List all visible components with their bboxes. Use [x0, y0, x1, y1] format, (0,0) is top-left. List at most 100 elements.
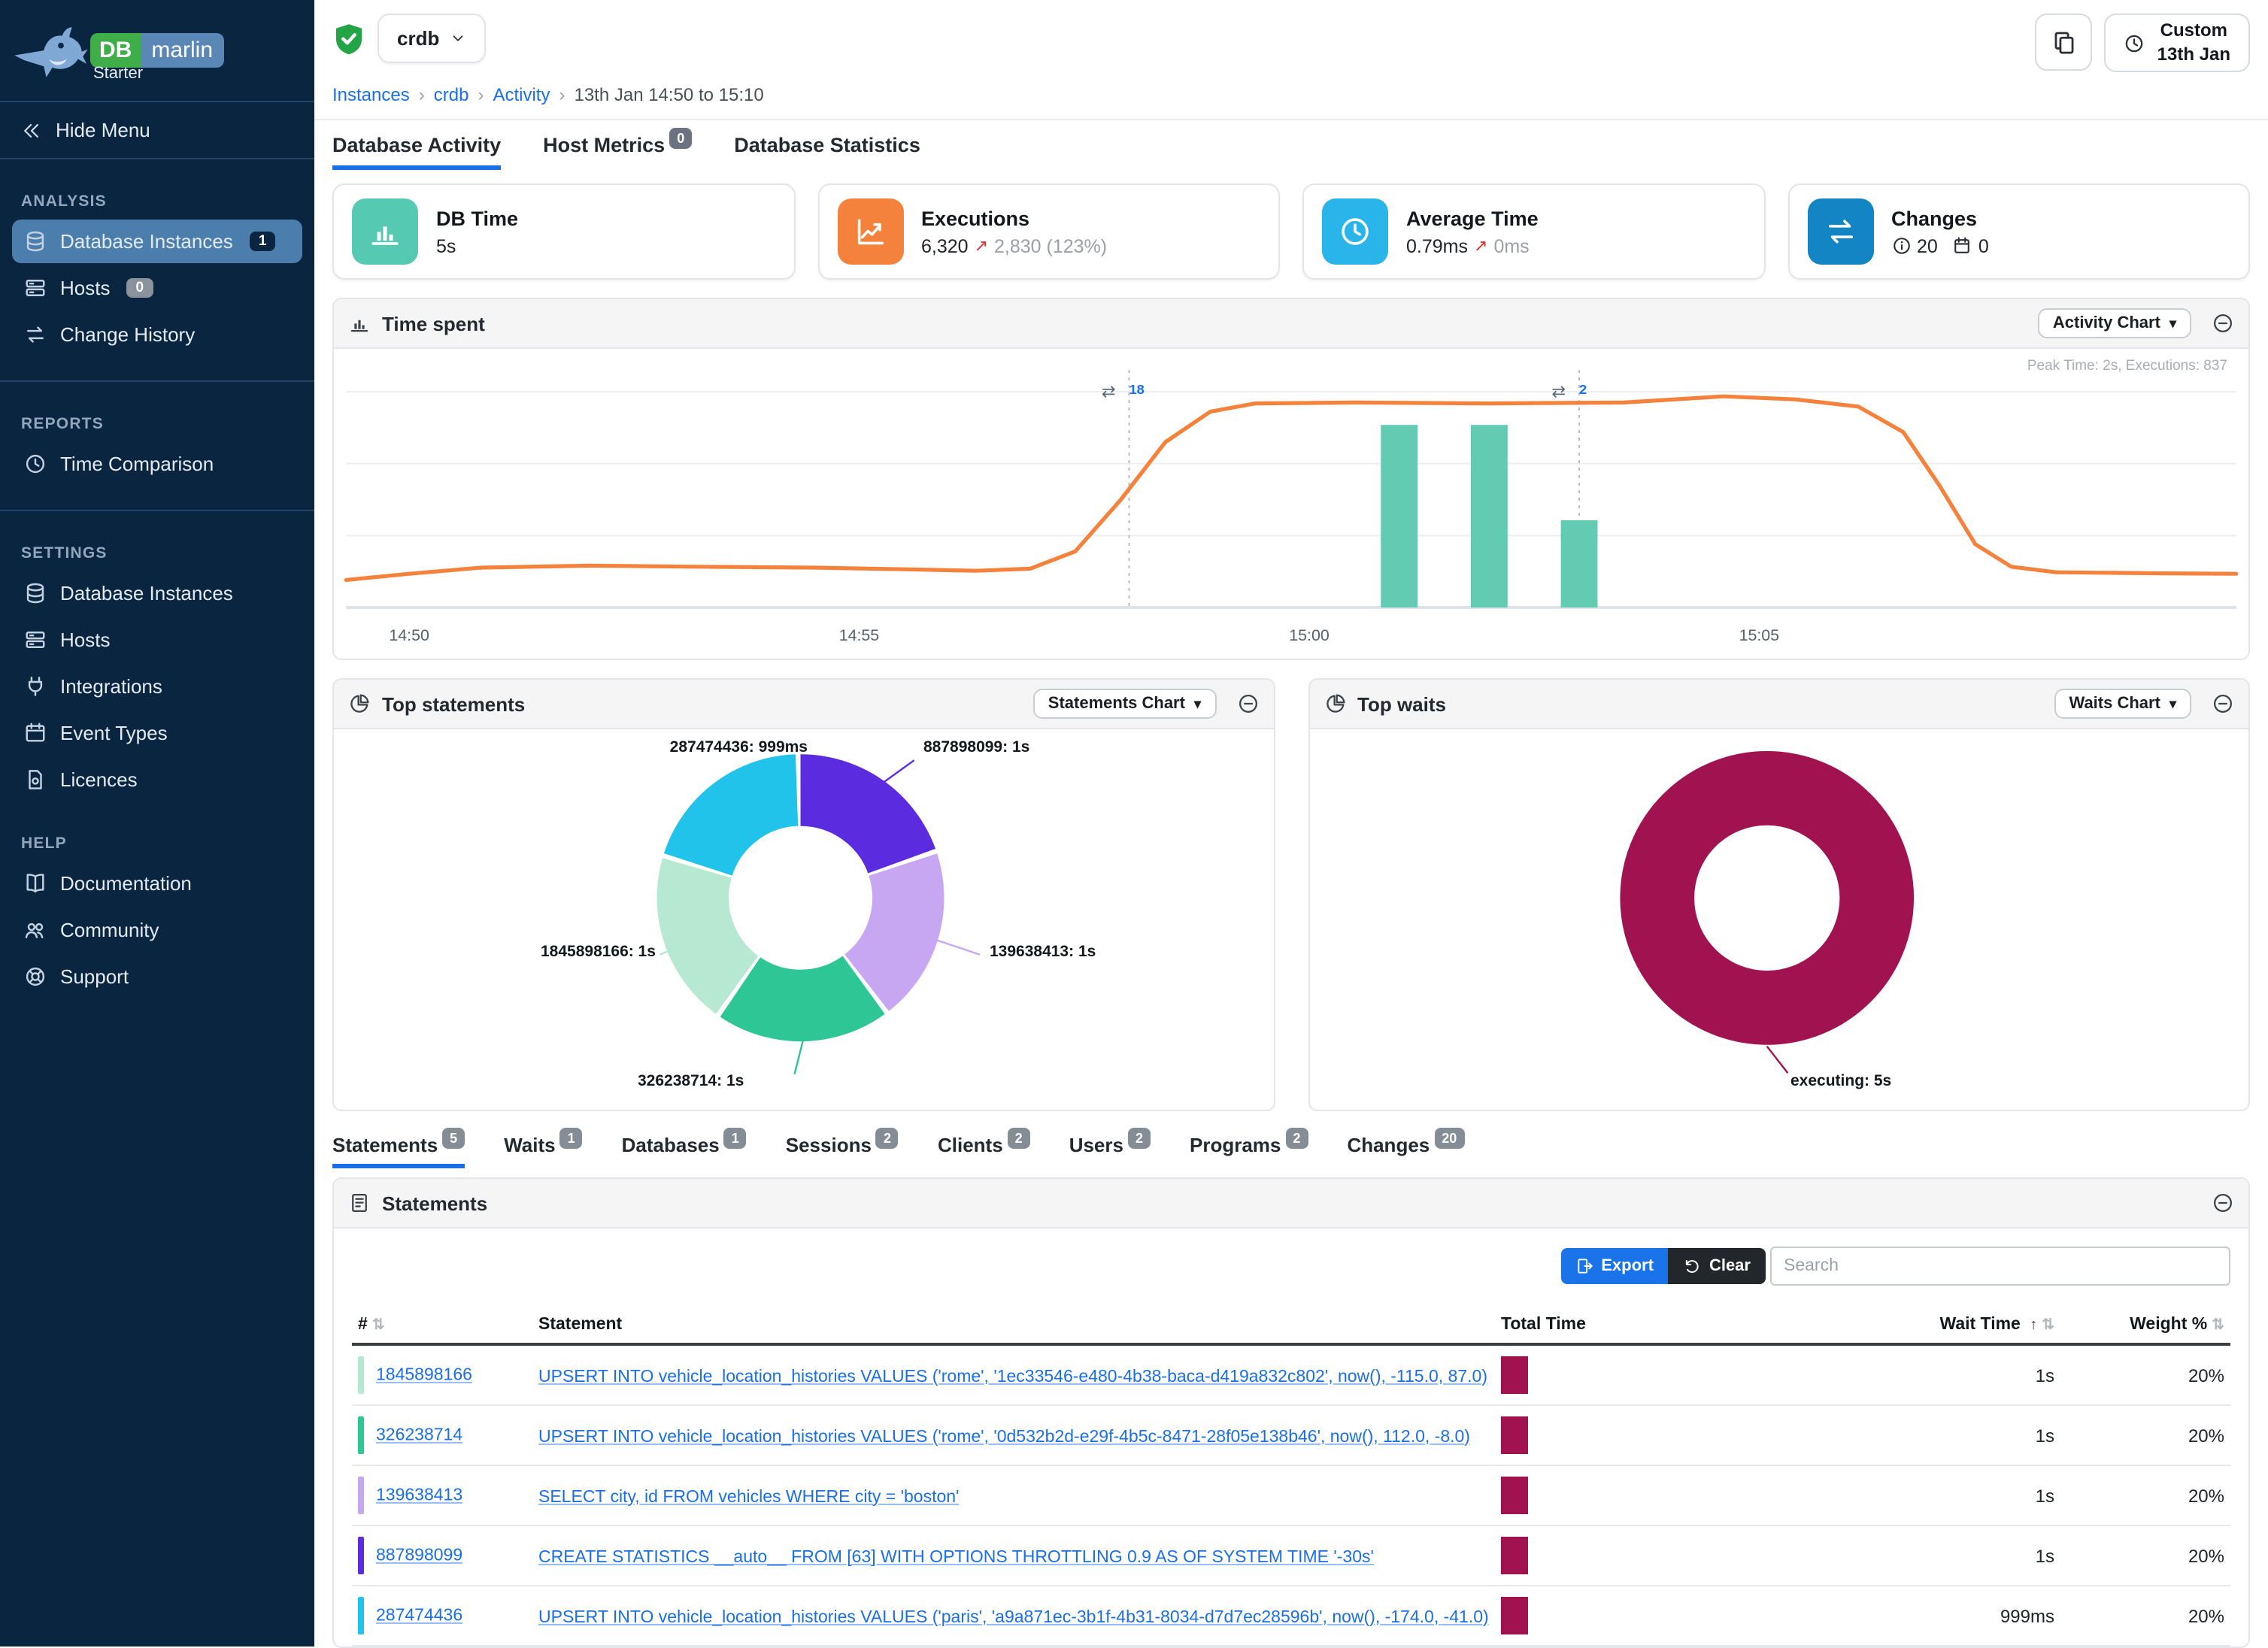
sidebar-item-event-types[interactable]: Event Types	[12, 711, 302, 755]
sidebar-item-hosts[interactable]: Hosts 0	[12, 266, 302, 310]
licence-icon	[24, 768, 47, 791]
detail-tab-waits[interactable]: Waits 1	[504, 1128, 583, 1168]
people-icon	[24, 919, 47, 941]
sidebar-item-hosts[interactable]: Hosts	[12, 618, 302, 662]
bar-chart-icon	[352, 198, 418, 265]
document-icon	[349, 1192, 370, 1213]
tab-database-activity[interactable]: Database Activity	[332, 134, 502, 171]
info-icon	[1891, 236, 1911, 256]
card-executions[interactable]: Executions 6,320 ↗ 2,830 (123%)	[817, 183, 1280, 280]
breadcrumb-link-activity[interactable]: Activity	[493, 84, 550, 106]
statements-chart-dropdown[interactable]: Statements Chart ▾	[1032, 689, 1216, 719]
detail-tab-changes[interactable]: Changes 20	[1347, 1128, 1465, 1168]
weight-value: 20%	[2060, 1525, 2230, 1587]
support-icon	[24, 965, 47, 988]
statement-id-link[interactable]: 139638413	[376, 1486, 463, 1505]
sidebar-item-integrations[interactable]: Integrations	[12, 665, 302, 708]
wait-time-value: 1s	[1793, 1525, 2060, 1587]
sidebar-section-reports: REPORTS	[21, 415, 104, 433]
donut-label: 139638413: 1s	[990, 943, 1096, 962]
statement-sql-link[interactable]: UPSERT INTO vehicle_location_histories V…	[538, 1368, 1487, 1386]
sidebar-item-database-instances[interactable]: Database Instances 1	[12, 220, 302, 263]
x-axis-tick: 14:50	[389, 628, 429, 645]
top-statements-donut[interactable]: 287474436: 999ms 887898099: 1s 1845898166:…	[334, 729, 1273, 1110]
statement-id-link[interactable]: 287474436	[376, 1607, 463, 1625]
search-input[interactable]	[1770, 1247, 2230, 1286]
time-comparison-icon	[24, 453, 47, 475]
card-delta: 0ms	[1493, 235, 1530, 257]
copy-icon	[2051, 29, 2077, 55]
wait-time-value: 999ms	[1793, 1586, 2060, 1647]
detail-tab-programs[interactable]: Programs 2	[1190, 1128, 1308, 1168]
copy-link-button[interactable]	[2035, 14, 2093, 71]
card-db-time[interactable]: DB Time 5s	[332, 183, 795, 280]
collapse-panel-icon[interactable]	[2212, 693, 2233, 714]
column-header-wait-time[interactable]: Wait Time ↑ ⇅	[1793, 1307, 2060, 1347]
column-header-id[interactable]: # ⇅	[352, 1307, 532, 1347]
sidebar-item-label: Licences	[60, 768, 138, 791]
breadcrumb-separator: ›	[418, 84, 425, 106]
weight-value: 20%	[2060, 1344, 2230, 1407]
sidebar-item-community[interactable]: Community	[12, 908, 302, 952]
statement-id-link[interactable]: 1845898166	[376, 1366, 472, 1385]
statement-sql-link[interactable]: SELECT city, id FROM vehicles WHERE city…	[538, 1488, 960, 1507]
top-waits-panel: Top waits Waits Chart ▾ executing: 5s	[1308, 678, 2250, 1112]
hide-menu-button[interactable]: Hide Menu	[0, 101, 314, 159]
detail-tab-clients[interactable]: Clients 2	[938, 1128, 1030, 1168]
detail-tab-sessions[interactable]: Sessions 2	[786, 1128, 899, 1168]
detail-tab-databases[interactable]: Databases 1	[622, 1128, 747, 1168]
sidebar-item-support[interactable]: Support	[12, 955, 302, 998]
statement-sql-link[interactable]: CREATE STATISTICS __auto__ FROM [63] WIT…	[538, 1548, 1374, 1567]
detail-tab-statements[interactable]: Statements 5	[332, 1128, 465, 1169]
sidebar-item-documentation[interactable]: Documentation	[12, 862, 302, 905]
sidebar-item-label: Documentation	[60, 872, 192, 895]
collapse-panel-icon[interactable]	[2212, 1192, 2233, 1213]
count-badge: 1	[249, 231, 276, 252]
tab-host-metrics[interactable]: Host Metrics 0	[543, 128, 693, 170]
time-range-button[interactable]: Custom 13th Jan	[2104, 14, 2250, 73]
sidebar-item-licences[interactable]: Licences	[12, 758, 302, 801]
weight-value: 20%	[2060, 1465, 2230, 1527]
card-value: 0.79ms	[1406, 235, 1468, 257]
statement-sql-link[interactable]: UPSERT INTO vehicle_location_histories V…	[538, 1608, 1489, 1627]
collapse-panel-icon[interactable]	[2212, 313, 2233, 334]
executions-bar	[1560, 520, 1598, 608]
weight-value: 20%	[2060, 1586, 2230, 1647]
instance-dropdown[interactable]: crdb	[377, 14, 487, 63]
total-time-bar	[1501, 1416, 1528, 1455]
pie-chart-icon	[349, 693, 370, 714]
wait-time-value: 1s	[1793, 1465, 2060, 1527]
card-average-time[interactable]: Average Time 0.79ms ↗ 0ms	[1302, 183, 1765, 280]
pie-chart-icon	[1324, 693, 1345, 714]
column-header-statement[interactable]: Statement	[532, 1307, 1495, 1347]
sidebar-item-change-history[interactable]: Change History	[12, 313, 302, 356]
executions-bar	[1381, 425, 1418, 608]
detail-tab-users[interactable]: Users 2	[1069, 1128, 1151, 1168]
sort-icon: ⇅	[371, 1317, 385, 1334]
clear-button[interactable]: Clear	[1668, 1248, 1766, 1285]
waits-chart-dropdown[interactable]: Waits Chart ▾	[2054, 689, 2191, 719]
tab-database-statistics[interactable]: Database Statistics	[734, 134, 920, 157]
top-waits-donut[interactable]: executing: 5s	[1309, 729, 2248, 1110]
collapse-panel-icon[interactable]	[1237, 693, 1258, 714]
activity-chart-dropdown[interactable]: Activity Chart ▾	[2037, 308, 2191, 339]
statement-sql-link[interactable]: UPSERT INTO vehicle_location_histories V…	[538, 1428, 1470, 1447]
column-header-weight[interactable]: Weight % ⇅	[2060, 1307, 2230, 1347]
statement-row: 287474436 UPSERT INTO vehicle_location_hi…	[352, 1586, 2230, 1647]
column-header-total-time[interactable]: Total Time	[1495, 1307, 1793, 1347]
export-button[interactable]: Export	[1560, 1248, 1669, 1285]
breadcrumb-link-instances[interactable]: Instances	[332, 84, 410, 106]
trend-up-icon: ↗	[1474, 238, 1488, 256]
sidebar-item-time-comparison[interactable]: Time Comparison	[12, 442, 302, 486]
statement-id-link[interactable]: 326238714	[376, 1426, 463, 1445]
sidebar-item-database-instances[interactable]: Database Instances	[12, 571, 302, 615]
wait-time-value: 1s	[1793, 1344, 2060, 1407]
sidebar-item-label: Database Instances	[60, 230, 233, 253]
breadcrumb-link-crdb[interactable]: crdb	[433, 84, 469, 106]
donut-label: 287474436: 999ms	[669, 738, 808, 757]
time-spent-chart[interactable]: Peak Time: 2s, Executions: 837 ⇄ 18 ⇄ 2 14:5…	[334, 349, 2248, 659]
statement-id-link[interactable]: 887898099	[376, 1547, 463, 1565]
sidebar-item-label: Change History	[60, 323, 196, 346]
calendar-icon	[1953, 236, 1972, 256]
card-changes[interactable]: Changes 20 0	[1787, 183, 2250, 280]
